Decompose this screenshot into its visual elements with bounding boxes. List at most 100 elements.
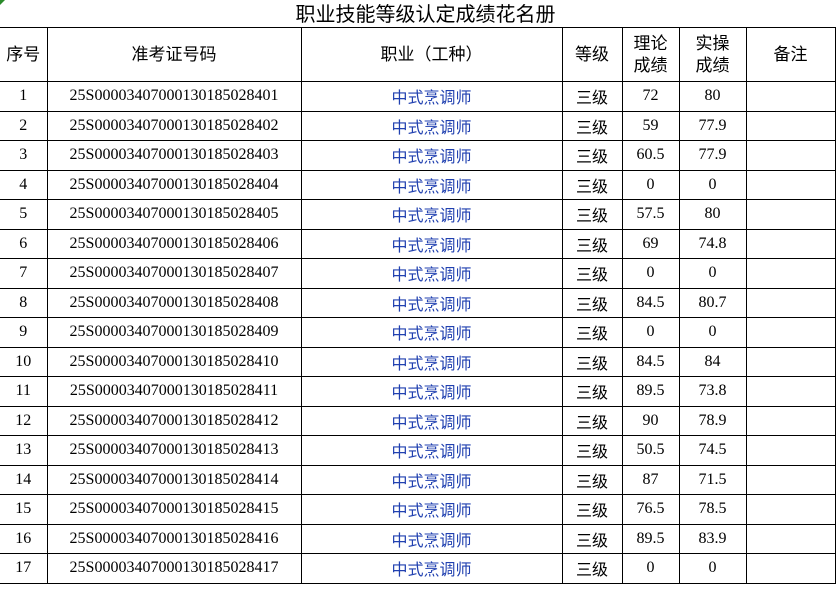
remark[interactable] [745,287,836,318]
exam-id[interactable]: 25S00003407000130185028401 [46,81,302,112]
remark[interactable] [745,228,836,259]
row-no[interactable]: 4 [0,169,48,200]
theory-score[interactable]: 89.5 [621,376,680,407]
theory-score[interactable]: 69 [621,228,680,259]
level[interactable]: 三级 [561,523,623,554]
remark[interactable] [745,494,836,525]
exam-id[interactable]: 25S00003407000130185028415 [46,494,302,525]
remark[interactable] [745,346,836,377]
row-no[interactable]: 16 [0,523,48,554]
practice-score[interactable]: 74.8 [678,228,747,259]
theory-score[interactable]: 50.5 [621,435,680,466]
exam-id[interactable]: 25S00003407000130185028411 [46,376,302,407]
level[interactable]: 三级 [561,376,623,407]
remark[interactable] [745,317,836,348]
row-no[interactable]: 15 [0,494,48,525]
row-no[interactable]: 6 [0,228,48,259]
practice-score[interactable]: 80.7 [678,287,747,318]
level[interactable]: 三级 [561,110,623,141]
level[interactable]: 三级 [561,140,623,171]
row-no[interactable]: 10 [0,346,48,377]
occupation[interactable]: 中式烹调师 [300,169,563,200]
row-no[interactable]: 2 [0,110,48,141]
occupation[interactable]: 中式烹调师 [300,110,563,141]
occupation[interactable]: 中式烹调师 [300,464,563,495]
level[interactable]: 三级 [561,435,623,466]
level[interactable]: 三级 [561,317,623,348]
remark[interactable] [745,199,836,230]
practice-score[interactable]: 80 [678,81,747,112]
theory-score[interactable]: 0 [621,317,680,348]
level[interactable]: 三级 [561,199,623,230]
practice-score[interactable]: 0 [678,317,747,348]
remark[interactable] [745,258,836,289]
remark[interactable] [745,140,836,171]
theory-score[interactable]: 0 [621,169,680,200]
level[interactable]: 三级 [561,228,623,259]
remark[interactable] [745,435,836,466]
level[interactable]: 三级 [561,258,623,289]
row-no[interactable]: 9 [0,317,48,348]
theory-score[interactable]: 57.5 [621,199,680,230]
occupation[interactable]: 中式烹调师 [300,494,563,525]
theory-score[interactable]: 72 [621,81,680,112]
remark[interactable] [745,169,836,200]
theory-score[interactable]: 84.5 [621,287,680,318]
theory-score[interactable]: 84.5 [621,346,680,377]
level[interactable]: 三级 [561,169,623,200]
practice-score[interactable]: 84 [678,346,747,377]
exam-id[interactable]: 25S00003407000130185028414 [46,464,302,495]
occupation[interactable]: 中式烹调师 [300,317,563,348]
remark[interactable] [745,523,836,554]
remark[interactable] [745,405,836,436]
exam-id[interactable]: 25S00003407000130185028412 [46,405,302,436]
row-no[interactable]: 5 [0,199,48,230]
exam-id[interactable]: 25S00003407000130185028413 [46,435,302,466]
practice-score[interactable]: 71.5 [678,464,747,495]
occupation[interactable]: 中式烹调师 [300,523,563,554]
row-no[interactable]: 1 [0,81,48,112]
exam-id[interactable]: 25S00003407000130185028407 [46,258,302,289]
row-no[interactable]: 13 [0,435,48,466]
exam-id[interactable]: 25S00003407000130185028408 [46,287,302,318]
occupation[interactable]: 中式烹调师 [300,287,563,318]
occupation[interactable]: 中式烹调师 [300,435,563,466]
occupation[interactable]: 中式烹调师 [300,376,563,407]
practice-score[interactable]: 74.5 [678,435,747,466]
practice-score[interactable]: 83.9 [678,523,747,554]
occupation[interactable]: 中式烹调师 [300,553,563,584]
practice-score[interactable]: 0 [678,258,747,289]
occupation[interactable]: 中式烹调师 [300,199,563,230]
theory-score[interactable]: 87 [621,464,680,495]
row-no[interactable]: 12 [0,405,48,436]
row-no[interactable]: 17 [0,553,48,584]
practice-score[interactable]: 73.8 [678,376,747,407]
exam-id[interactable]: 25S00003407000130185028404 [46,169,302,200]
occupation[interactable]: 中式烹调师 [300,140,563,171]
occupation[interactable]: 中式烹调师 [300,405,563,436]
practice-score[interactable]: 80 [678,199,747,230]
exam-id[interactable]: 25S00003407000130185028403 [46,140,302,171]
exam-id[interactable]: 25S00003407000130185028417 [46,553,302,584]
remark[interactable] [745,553,836,584]
theory-score[interactable]: 90 [621,405,680,436]
occupation[interactable]: 中式烹调师 [300,228,563,259]
theory-score[interactable]: 60.5 [621,140,680,171]
level[interactable]: 三级 [561,464,623,495]
exam-id[interactable]: 25S00003407000130185028402 [46,110,302,141]
theory-score[interactable]: 0 [621,553,680,584]
row-no[interactable]: 3 [0,140,48,171]
row-no[interactable]: 14 [0,464,48,495]
row-no[interactable]: 11 [0,376,48,407]
practice-score[interactable]: 0 [678,553,747,584]
practice-score[interactable]: 78.9 [678,405,747,436]
exam-id[interactable]: 25S00003407000130185028405 [46,199,302,230]
exam-id[interactable]: 25S00003407000130185028409 [46,317,302,348]
remark[interactable] [745,464,836,495]
theory-score[interactable]: 76.5 [621,494,680,525]
occupation[interactable]: 中式烹调师 [300,81,563,112]
row-no[interactable]: 7 [0,258,48,289]
exam-id[interactable]: 25S00003407000130185028410 [46,346,302,377]
remark[interactable] [745,376,836,407]
practice-score[interactable]: 78.5 [678,494,747,525]
